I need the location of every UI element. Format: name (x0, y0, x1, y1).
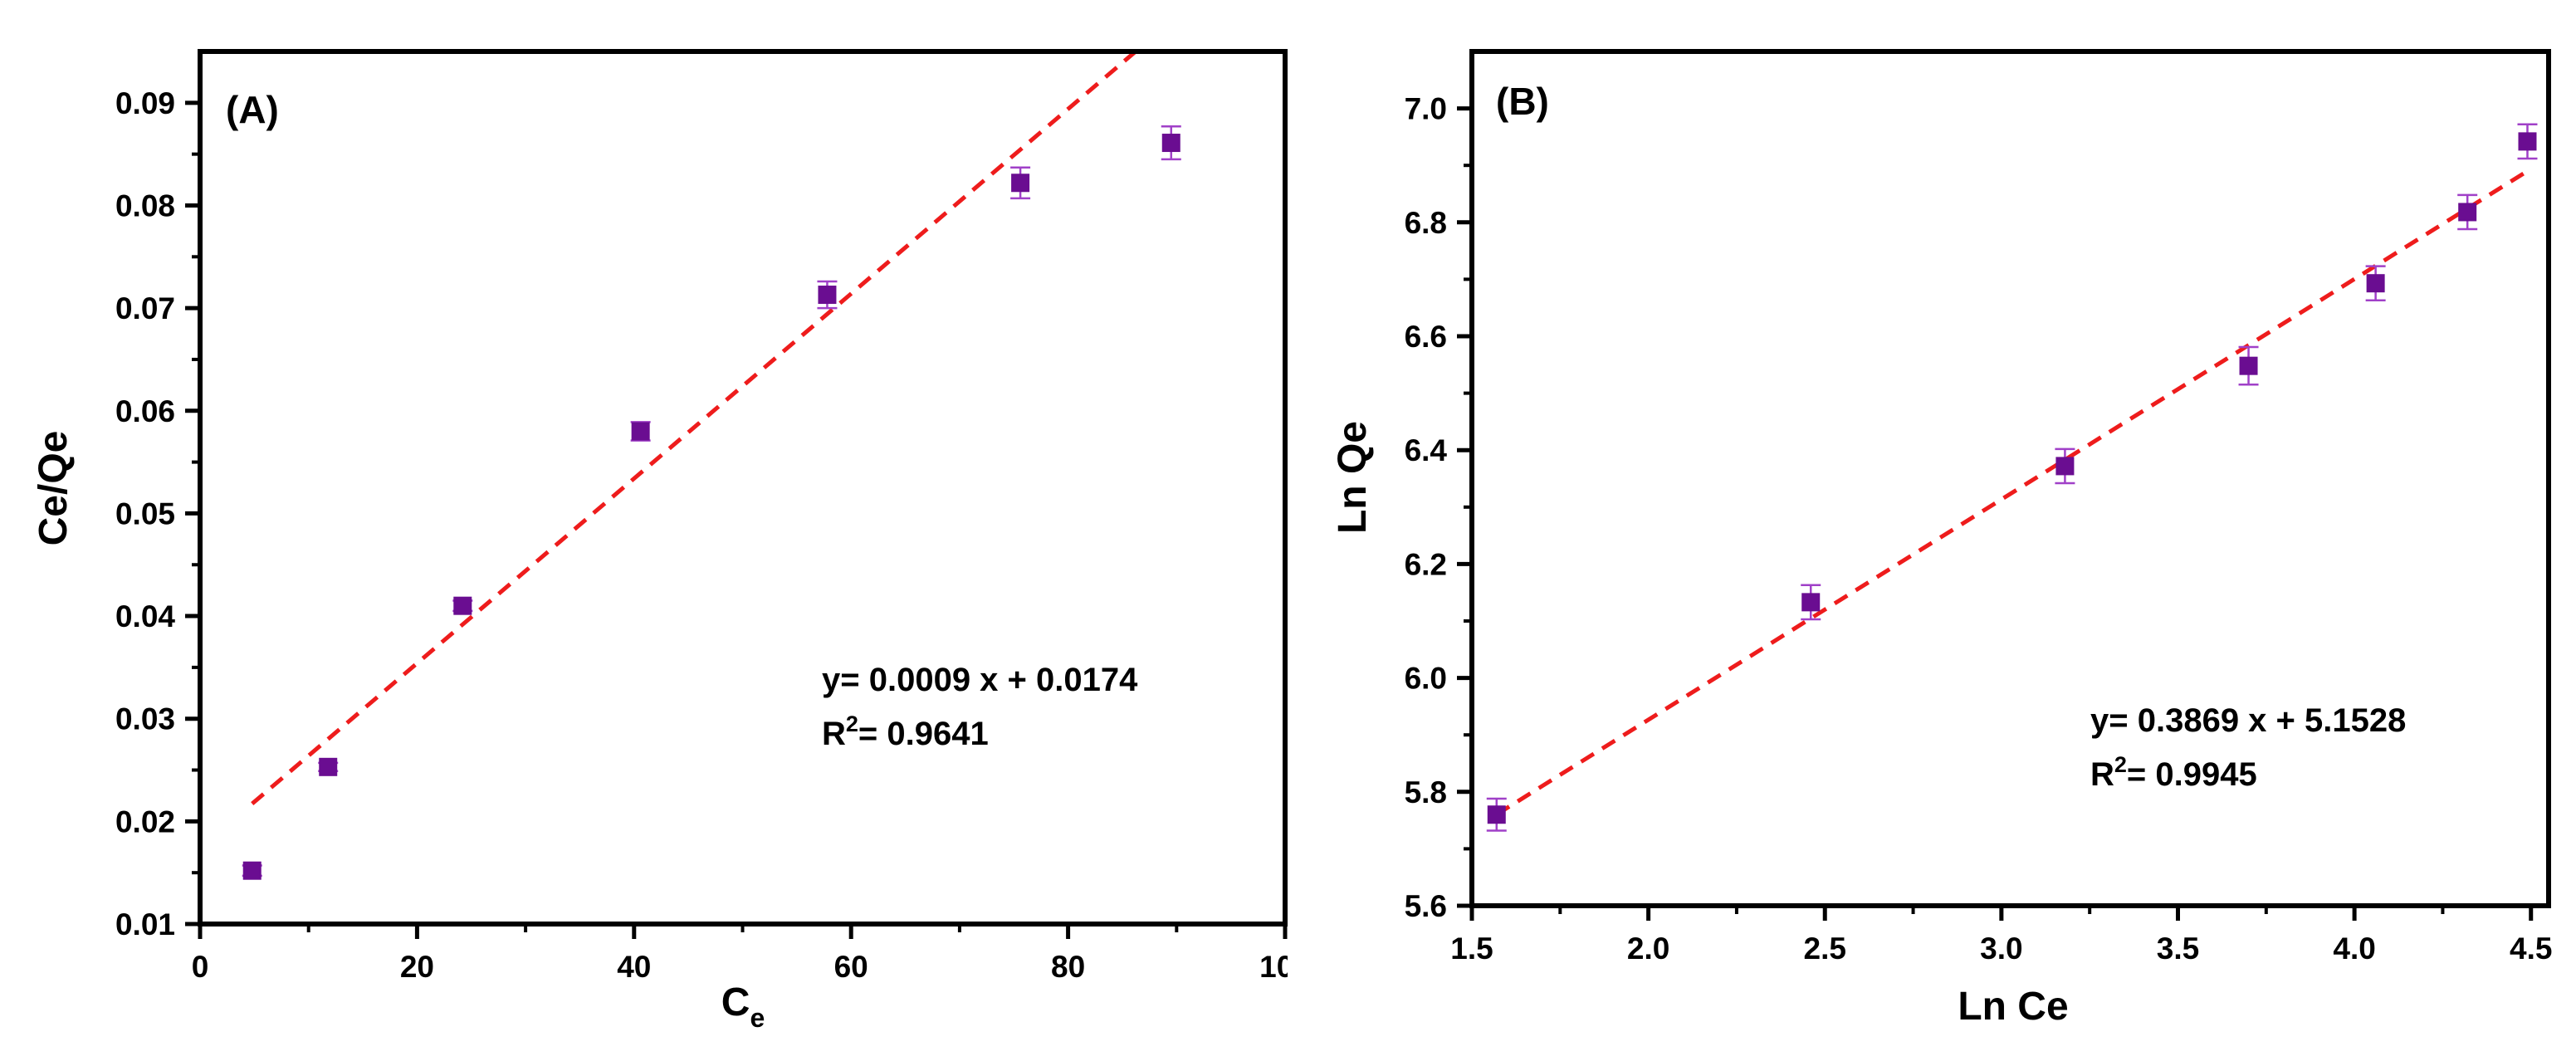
points (1486, 123, 2538, 832)
data-point (453, 596, 472, 615)
panel-label: (B) (1496, 80, 1549, 123)
data-point (1487, 805, 1506, 824)
data-point (319, 757, 338, 776)
y-tick-label: 6.4 (1405, 433, 1448, 467)
x-tick-label: 20 (400, 950, 434, 984)
ticks: 0 20 40 60 80 1000.010.020.030.040.050.060.07… (115, 86, 2576, 999)
r2-value: = 0.9641 (858, 716, 989, 752)
x-axis-label-subscript: e (750, 1003, 765, 1033)
label-overflow-mask (1288, 941, 2576, 999)
data-point (1161, 134, 1180, 153)
fit-equation: y= 0.3869 x + 5.1528 (2090, 702, 2406, 739)
x-tick-label: 60 (834, 950, 868, 984)
y-tick-label: 6.6 (1405, 320, 1447, 354)
x-tick-label: 1.5 (1450, 931, 1493, 966)
data-point (2055, 457, 2075, 476)
x-tick-label: 0 (192, 950, 209, 984)
y-tick-label: 5.6 (1405, 889, 1447, 923)
r2-superscript: 2 (2114, 752, 2127, 777)
ticks: 1.5 2.0 2.5 3.0 3.5 4.0 4.5 5.6 5.8 6.0 6.2 6.4 6.6 6… (1405, 92, 2553, 966)
fit-layer (251, 51, 1139, 805)
x-tick-label: 4.0 (2333, 931, 2375, 966)
x-axis-label: Ln Ce (1958, 985, 2068, 1029)
x-tick-label: 2.5 (1804, 931, 1846, 966)
y-tick-label: 0.05 (115, 496, 175, 530)
panel-label: (A) (226, 88, 279, 131)
y-tick-label: 0.03 (115, 702, 175, 736)
data-point (2366, 274, 2385, 293)
data-point (2518, 132, 2537, 151)
points (242, 125, 1181, 880)
y-axis-label: Ce/Qe (32, 431, 76, 546)
r-squared-text: R2= 0.9945 (2090, 752, 2257, 793)
r2-superscript: 2 (846, 711, 858, 736)
data-point (242, 861, 262, 880)
data-point (631, 422, 650, 441)
y-tick-label: 6.2 (1405, 547, 1447, 581)
x-axis-label: Ce (721, 980, 765, 1033)
data-point (2239, 356, 2258, 375)
r2-prefix: R (2090, 756, 2114, 793)
plot-frame (198, 49, 1288, 927)
fit-line (251, 51, 1139, 805)
y-axis-label: Ln Qe (1331, 421, 1375, 534)
x-tick-label: 40 (617, 950, 651, 984)
chart-panel-a: 0 20 40 60 80 1000.010.020.030.040.050.060.07… (32, 49, 2576, 1033)
fit-line (1495, 169, 2529, 817)
y-tick-label: 0.01 (115, 907, 175, 941)
x-tick-label: 4.5 (2510, 931, 2552, 966)
chart-panel-b: 1.5 2.0 2.5 3.0 3.5 4.0 4.5 5.6 5.8 6.0 6.2 6.4 6.6 6… (1331, 49, 2553, 1029)
x-axis-label-main: Ln Ce (1958, 985, 2068, 1029)
y-tick-label: 0.04 (115, 599, 175, 633)
x-axis-label-main: C (721, 980, 750, 1024)
data-point (2458, 203, 2477, 222)
y-tick-label: 0.08 (115, 188, 175, 222)
data-point (1801, 593, 1821, 612)
fit-layer (1495, 169, 2529, 817)
y-tick-label: 6.8 (1405, 206, 1447, 240)
y-tick-label: 6.0 (1405, 662, 1447, 696)
r2-prefix: R (822, 716, 846, 752)
y-tick-label: 0.06 (115, 394, 175, 428)
y-tick-label: 0.09 (115, 86, 175, 120)
fit-equation: y= 0.0009 x + 0.0174 (822, 662, 1138, 698)
y-tick-label: 0.02 (115, 804, 175, 839)
data-point (818, 286, 837, 305)
x-tick-label: 3.0 (1980, 931, 2022, 966)
x-tick-label: 80 (1051, 950, 1085, 984)
r2-value: = 0.9945 (2127, 756, 2257, 793)
data-point (1011, 174, 1030, 193)
r-squared-text: R2= 0.9641 (822, 711, 989, 752)
plot-frame (1469, 49, 2551, 908)
x-tick-label: 2.0 (1627, 931, 1669, 966)
x-tick-label: 3.5 (2157, 931, 2199, 966)
y-tick-label: 5.8 (1405, 775, 1447, 809)
y-tick-label: 0.07 (115, 291, 175, 325)
y-tick-label: 7.0 (1405, 92, 1447, 126)
